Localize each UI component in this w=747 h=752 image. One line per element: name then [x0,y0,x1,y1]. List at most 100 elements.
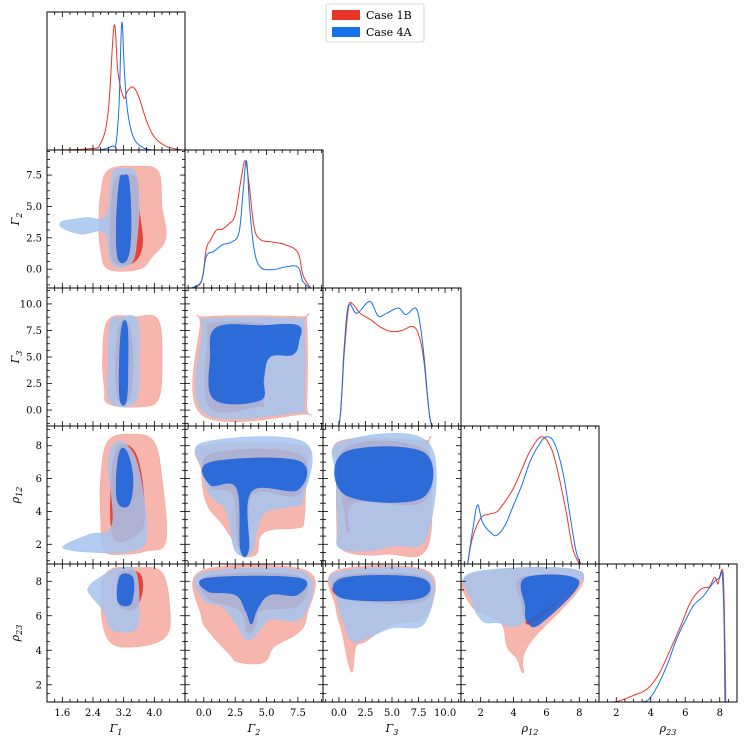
marginal-line-case-1b [328,301,437,426]
y-tick-label-rho23: 4 [36,646,42,657]
y-tick-label-g2: 0.0 [26,265,42,276]
marginal-line-case-4a [191,160,311,288]
marginal-line-case-4a [612,571,726,702]
panel-g3-vs-g1: 0.0 2.5 5.0 7.5 10.0 Γ3 [9,287,186,427]
y-tick-label-g3: 7.5 [26,326,42,337]
panel-frame [598,563,738,703]
x-axis-label-rho12-subscript: 12 [528,728,538,737]
x-tick-label-g1: 4.0 [146,708,162,719]
y-tick-label-g3: 0.0 [26,406,42,417]
x-axis-label-rho12-symbol: ρ [521,722,529,735]
contour-outer-case-4a [194,436,313,557]
legend-label-case-1b: Case 1B [366,9,412,22]
x-tick-label-g2: 2.5 [227,708,243,719]
x-tick-label-rho23: 4 [648,708,654,719]
marginal-line-case-4a [328,301,437,426]
x-tick-label-rho23: 6 [682,708,688,719]
x-tick-label-g2: 5.0 [259,708,275,719]
panel-body [59,165,167,272]
y-tick-label-rho12: 2 [36,540,42,551]
panel-body [192,564,316,665]
x-axis-label-rho12: ρ12 [521,722,539,737]
legend-swatch-case-4a [332,27,360,37]
x-axis-label-g2-subscript: 2 [254,728,260,737]
contour-inner-case-4a [115,174,132,264]
panel-body [102,314,163,408]
contour-inner-case-4a [334,446,434,503]
contour-inner-case-4a [332,575,431,602]
y-axis-label-rho12-symbol: ρ [9,496,22,504]
panel-rho12-vs-rho12 [460,425,600,565]
panel-rho23-vs-rho12: 2 4 6 8 ρ12 [460,563,600,737]
panel-rho23-vs-g1: 1.6 2.4 3.2 4.0 Γ1 2 4 6 8 ρ23 [9,563,186,737]
x-tick-label-g1: 2.4 [85,708,101,719]
panel-rho12-vs-g3 [322,425,462,565]
panel-rho23-vs-g2: 0.0 2.5 5.0 7.5 Γ2 [184,563,324,737]
x-axis-label-g3-subscript: 3 [393,728,398,737]
x-tick-label-g1: 1.6 [54,708,70,719]
y-axis-label-g3: Γ3 [9,351,24,365]
x-tick-label-rho23: 8 [717,708,723,719]
x-axis-label-g1-subscript: 1 [117,728,122,737]
panel-g3-vs-g3 [322,287,462,427]
panel-g2-vs-g2 [184,149,324,289]
x-tick-label-g3: 2.5 [358,708,374,719]
legend: Case 1B Case 4A [325,3,425,43]
panel-frame [184,149,324,289]
x-axis-label-g3: Γ3 [385,722,399,737]
y-axis-label-g2: Γ2 [9,213,24,227]
x-tick-label-rho12: 6 [543,708,549,719]
x-axis-label-g1: Γ1 [109,722,123,737]
marginal-line-case-4a [467,436,582,564]
x-axis-label-g1-symbol: Γ [109,722,118,735]
y-axis-label-rho23-subscript: 23 [15,625,24,636]
x-axis-label-g3-symbol: Γ [385,722,394,735]
x-tick-label-g3: 7.5 [411,708,427,719]
y-axis-label-rho23-symbol: ρ [9,634,22,642]
panel-body [461,566,585,674]
panel-rho12-vs-g2 [184,425,324,565]
legend-label-case-4a: Case 4A [366,26,413,39]
y-axis-label-g3-subscript: 3 [15,351,24,356]
panel-rho12-vs-g1: 2 4 6 8 ρ12 [9,425,186,565]
panel-body [191,160,311,288]
marginal-line-case-1b [467,436,580,564]
contour-inner-case-4a [208,323,302,405]
y-tick-label-rho12: 6 [36,474,42,485]
panel-g2-vs-g1: 0.0 2.5 5.0 7.5 Γ2 [9,149,186,289]
panel-frame [460,425,600,565]
contour-inner-case-4a [199,575,308,625]
contour-inner-case-4a [520,574,580,628]
legend-swatch-case-1b [332,10,360,20]
y-tick-label-rho12: 4 [36,507,42,518]
x-tick-label-rho23: 2 [613,708,619,719]
marginal-line-case-1b [50,24,182,150]
panel-g1-vs-g1 [46,11,186,151]
panel-body [331,432,437,558]
marginal-line-case-4a [50,22,182,150]
marginal-line-case-1b [612,569,727,702]
contour-inner-case-4a [201,457,308,558]
y-tick-label-g3: 5.0 [26,353,42,364]
y-axis-label-g3-symbol: Γ [9,355,22,364]
panel-body [467,436,582,564]
contour-inner-case-4a [115,447,134,508]
x-axis-label-g2-symbol: Γ [247,722,256,735]
y-tick-label-rho12: 8 [36,441,42,452]
x-axis-label-rho23-symbol: ρ [659,722,667,735]
y-axis-label-rho23: ρ23 [9,625,24,643]
y-tick-label-g2: 7.5 [26,171,42,182]
panel-body [50,22,182,150]
x-tick-label-g2: 0.0 [196,708,212,719]
panel-body [194,436,313,558]
panel-body [87,566,171,648]
y-tick-label-g2: 5.0 [26,202,42,213]
x-tick-label-g3: 5.0 [384,708,400,719]
x-axis-label-rho23: ρ23 [659,722,677,737]
x-tick-label-g2: 7.5 [290,708,306,719]
x-tick-label-g3: 10.0 [434,708,456,719]
panel-rho23-vs-rho23: 2 4 6 8 ρ23 [598,563,738,737]
y-tick-label-g3: 10.0 [20,299,42,310]
x-tick-label-g3: 0.0 [331,708,347,719]
